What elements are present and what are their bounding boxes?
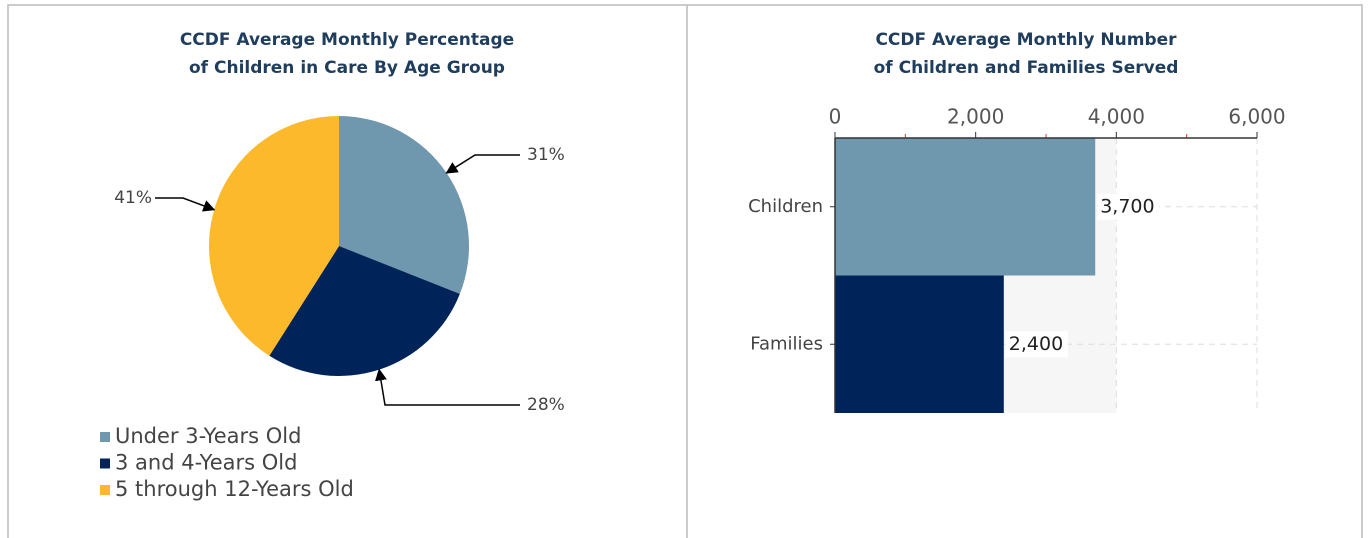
legend-swatch xyxy=(100,458,110,469)
legend-label: 3 and 4-Years Old xyxy=(115,451,297,475)
chart-title: of Children in Care By Age Group xyxy=(189,58,505,78)
leader-line xyxy=(445,154,520,174)
chart-title: CCDF Average Monthly Percentage xyxy=(180,30,514,50)
data-label: 31% xyxy=(527,145,565,165)
legend-swatch xyxy=(100,432,110,442)
pie-slice xyxy=(208,116,339,356)
pie-slice xyxy=(269,246,460,376)
bar xyxy=(835,138,1096,276)
panel-border xyxy=(7,4,1363,538)
y-tick-label: Children xyxy=(748,196,823,217)
leader-line xyxy=(155,197,216,212)
label-bg xyxy=(1005,331,1068,358)
bar xyxy=(835,275,1004,413)
data-label: 28% xyxy=(527,395,565,415)
chart-title: CCDF Average Monthly Number xyxy=(875,30,1177,50)
legend-swatch xyxy=(100,485,110,495)
label-bg xyxy=(1097,193,1160,220)
pie-slice xyxy=(339,116,469,294)
x-tick-label: 0 xyxy=(829,105,842,129)
chart-title: of Children and Families Served xyxy=(874,58,1179,78)
y-tick-label: Families xyxy=(750,333,823,354)
legend-label: 5 through 12-Years Old xyxy=(115,477,354,501)
x-tick-label: 6,000 xyxy=(1228,105,1285,129)
data-label: 3,700 xyxy=(1100,195,1154,217)
legend-label: Under 3-Years Old xyxy=(115,424,301,448)
leader-line xyxy=(375,368,520,406)
data-label: 41% xyxy=(114,188,152,208)
x-tick-label: 4,000 xyxy=(1088,105,1145,129)
data-label: 2,400 xyxy=(1009,333,1063,355)
x-tick-label: 2,000 xyxy=(947,105,1004,129)
